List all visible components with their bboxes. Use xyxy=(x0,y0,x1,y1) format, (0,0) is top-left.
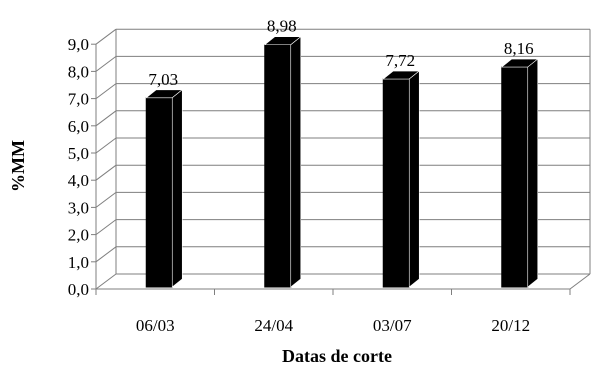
y-tick-label: 6,0 xyxy=(68,117,89,136)
gridline-depth xyxy=(95,137,117,154)
bar-side xyxy=(290,36,302,288)
bar-front xyxy=(264,44,292,288)
bar-front xyxy=(501,66,529,288)
data-label: 8,16 xyxy=(504,39,534,58)
bar-front xyxy=(145,97,173,288)
gridline-depth xyxy=(95,56,117,72)
gridline-depth xyxy=(95,191,117,208)
x-tick-label: 20/12 xyxy=(491,316,530,335)
gridline-depth xyxy=(95,273,117,290)
x-tick-label: 06/03 xyxy=(136,316,175,335)
y-tick-label: 3,0 xyxy=(68,198,89,217)
y-tick-label: 5,0 xyxy=(68,144,89,163)
bars xyxy=(145,36,539,288)
bar-side xyxy=(171,89,183,288)
bar xyxy=(263,36,302,288)
gridline-depth xyxy=(95,83,117,99)
gridline-depth xyxy=(95,28,117,45)
x-tick-label: 03/07 xyxy=(373,316,412,335)
data-label: 7,03 xyxy=(148,70,178,89)
bar-side xyxy=(527,58,539,288)
y-tick-label: 1,0 xyxy=(68,253,89,272)
y-tick-label: 4,0 xyxy=(68,171,89,190)
bar xyxy=(500,58,539,288)
gridline-depth xyxy=(95,164,117,181)
bar xyxy=(145,89,184,288)
bar xyxy=(382,70,421,288)
gridline-depth xyxy=(95,219,117,236)
bar-side xyxy=(408,70,420,288)
gridline-depth xyxy=(95,246,117,263)
labels: 0,0 1,0 2,0 3,0 4,0 5,0 6,0 7,0 8,0 9,0 7,03 06/03 8… xyxy=(68,17,534,335)
floor-right-edge xyxy=(569,273,591,290)
gridline-depth xyxy=(95,110,117,127)
y-tick-label: 9,0 xyxy=(68,35,89,54)
x-axis-title: Datas de corte xyxy=(282,346,392,366)
data-label: 8,98 xyxy=(267,17,297,36)
bar-front xyxy=(382,78,410,288)
x-tick-label: 24/04 xyxy=(254,316,293,335)
y-tick-label: 8,0 xyxy=(68,62,89,81)
y-axis-title: %MM xyxy=(8,140,28,192)
y-tick-label: 0,0 xyxy=(68,280,89,299)
y-tick-label: 7,0 xyxy=(68,90,89,109)
y-tick-label: 2,0 xyxy=(68,226,89,245)
data-label: 7,72 xyxy=(385,51,415,70)
